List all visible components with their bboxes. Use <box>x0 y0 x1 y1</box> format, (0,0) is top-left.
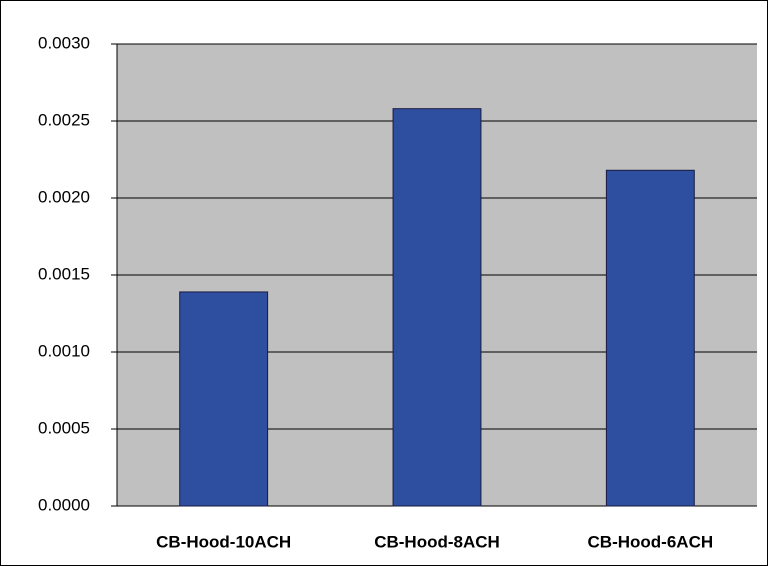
y-tick-label: 0.0030 <box>38 33 90 52</box>
y-tick-label: 0.0025 <box>38 110 90 129</box>
bar <box>605 169 695 507</box>
y-tick-label: 0.0020 <box>38 187 90 206</box>
y-tick-label: 0.0005 <box>38 418 90 437</box>
x-tick-label: CB-Hood-6ACH <box>588 532 714 551</box>
bar <box>179 291 269 507</box>
x-tick-label: CB-Hood-8ACH <box>374 532 500 551</box>
x-tick-label: CB-Hood-10ACH <box>156 532 291 551</box>
y-tick-label: 0.0010 <box>38 341 90 360</box>
y-tick-label: 0.0000 <box>38 495 90 514</box>
y-tick-label: 0.0015 <box>38 264 90 283</box>
bar <box>392 108 482 507</box>
